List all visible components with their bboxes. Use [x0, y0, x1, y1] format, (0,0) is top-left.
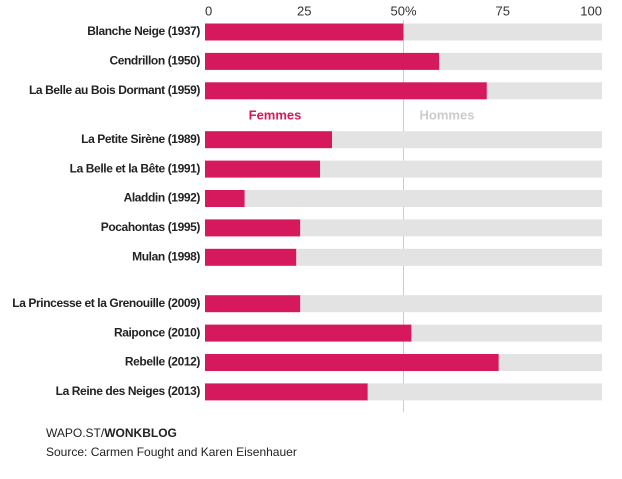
bar-segment — [486, 82, 602, 100]
x-tick-label: 75 — [496, 3, 510, 18]
series-label: Femmes — [249, 107, 302, 122]
bar-segment — [244, 190, 602, 207]
bar-segment — [367, 383, 602, 401]
bar-segment — [205, 324, 412, 342]
bar-segment — [411, 324, 602, 342]
bar-segment — [205, 82, 487, 100]
x-tick-label: 25 — [297, 3, 311, 18]
bar-segment — [439, 52, 602, 70]
bar-segment — [205, 23, 404, 41]
category-label: Rebelle (2012) — [125, 355, 201, 369]
category-label: Cendrillon (1950) — [109, 54, 200, 68]
category-label: La Petite Sirène (1989) — [81, 132, 200, 146]
bar-segment — [205, 383, 368, 401]
bar-segment — [498, 354, 602, 371]
category-label: La Princesse et la Grenouille (2009) — [12, 296, 200, 310]
x-tick-label: 50% — [390, 3, 416, 18]
bar-segment — [403, 23, 602, 41]
series-label: Hommes — [420, 107, 475, 122]
category-label: La Belle au Bois Dormant (1959) — [29, 83, 200, 97]
category-label: La Belle et la Bête (1991) — [70, 161, 201, 175]
bar-segment — [205, 160, 321, 178]
x-tick-label: 100 — [580, 3, 602, 18]
bar-segment — [300, 219, 602, 237]
bar-segment — [205, 190, 245, 207]
credit-bold: WONKBLOG — [104, 426, 177, 440]
bar-segment — [300, 295, 602, 313]
category-label: Blanche Neige (1937) — [87, 24, 200, 38]
category-label: La Reine des Neiges (2013) — [56, 384, 201, 398]
category-label: Pocahontas (1995) — [101, 220, 201, 234]
bar-segment — [205, 52, 440, 70]
bar-segment — [205, 354, 499, 371]
bar-segment — [205, 248, 297, 266]
credit: WAPO.ST/WONKBLOG — [46, 426, 177, 440]
x-tick-label: 0 — [205, 3, 212, 18]
bar-segment — [320, 160, 602, 178]
category-label: Mulan (1998) — [132, 249, 200, 263]
bar-segment — [205, 295, 301, 313]
credit-prefix: WAPO.ST/ — [46, 426, 105, 440]
bar-segment — [205, 131, 333, 149]
bar-segment — [332, 131, 602, 149]
category-label: Aladdin (1992) — [124, 191, 201, 205]
source: Source: Carmen Fought and Karen Eisenhau… — [46, 445, 297, 459]
bar-segment — [205, 219, 301, 237]
bar-segment — [296, 248, 602, 266]
category-label: Raiponce (2010) — [114, 325, 200, 339]
